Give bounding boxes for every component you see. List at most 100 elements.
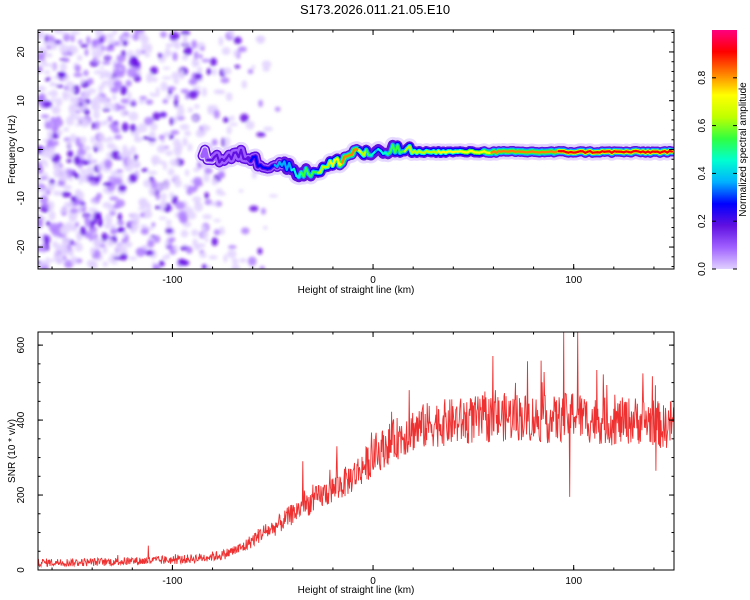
noise-blob <box>91 122 96 130</box>
noise-blob <box>114 134 123 140</box>
colorbar-tick-label: 0.8 <box>697 70 708 84</box>
noise-blob <box>257 247 263 255</box>
noise-blob <box>144 116 154 126</box>
noise-blob <box>155 86 160 97</box>
noise-blob <box>137 32 147 40</box>
noise-blob <box>129 123 137 132</box>
noise-blob <box>104 222 112 230</box>
noise-blob <box>129 227 136 234</box>
noise-blob <box>56 115 61 121</box>
noise-blob <box>180 30 191 36</box>
y-tick-label: 600 <box>16 336 27 353</box>
noise-blob <box>193 181 204 187</box>
noise-blob <box>38 85 47 92</box>
noise-blob <box>74 221 80 228</box>
noise-blob <box>183 184 189 190</box>
noise-blob <box>109 196 119 201</box>
noise-blob <box>112 204 121 209</box>
noise-blob <box>70 256 78 265</box>
noise-blob <box>40 260 46 267</box>
noise-blob <box>121 64 126 75</box>
noise-blob <box>69 207 79 214</box>
noise-blob <box>107 191 115 195</box>
noise-blob <box>90 98 98 109</box>
noise-blob <box>130 160 141 169</box>
noise-blob <box>218 36 224 46</box>
noise-blob <box>165 150 173 156</box>
noise-blob <box>206 265 213 269</box>
noise-blob <box>86 78 94 85</box>
noise-blob <box>82 91 91 96</box>
noise-blob <box>53 171 61 178</box>
noise-blob <box>179 73 185 80</box>
noise-blob <box>157 52 163 59</box>
noise-blob <box>152 112 161 121</box>
noise-blob <box>194 72 203 81</box>
noise-blob <box>222 117 230 123</box>
noise-blob <box>158 260 165 267</box>
noise-blob <box>38 232 42 241</box>
noise-blob <box>120 98 129 104</box>
noise-blob <box>40 114 50 119</box>
noise-blob <box>130 212 140 222</box>
noise-blob <box>88 226 98 234</box>
y-tick-label: 200 <box>16 486 27 503</box>
noise-blob <box>143 179 152 188</box>
noise-blob <box>102 182 112 187</box>
noise-blob <box>204 238 209 243</box>
noise-blob <box>76 54 83 62</box>
noise-blob <box>128 256 138 261</box>
ridge-segment <box>396 144 402 154</box>
noise-blob <box>49 258 55 263</box>
noise-blob <box>238 189 244 193</box>
noise-blob <box>192 61 201 66</box>
noise-blob <box>134 133 139 142</box>
noise-blob <box>93 109 100 120</box>
noise-blob <box>172 147 180 152</box>
noise-blob <box>128 111 139 122</box>
ridge-segment <box>341 155 346 165</box>
noise-blob <box>192 196 202 203</box>
noise-blob <box>83 69 89 77</box>
noise-blob <box>126 157 133 168</box>
noise-blob <box>50 116 57 125</box>
y-tick-label: 20 <box>16 46 27 58</box>
noise-blob <box>51 226 61 236</box>
noise-blob <box>118 105 126 110</box>
noise-blob <box>76 149 87 156</box>
noise-blob <box>195 129 205 138</box>
noise-blob <box>179 214 188 224</box>
noise-blob <box>212 68 217 76</box>
noise-blob <box>177 258 187 266</box>
noise-blob <box>47 200 55 211</box>
noise-blob <box>194 201 201 205</box>
noise-blob <box>38 30 44 39</box>
noise-blob <box>105 45 115 52</box>
noise-blob <box>110 170 119 178</box>
noise-blob <box>226 126 232 135</box>
noise-blob <box>149 122 158 131</box>
noise-blob <box>129 145 137 155</box>
noise-blob <box>169 117 174 126</box>
y-tick-label: 0 <box>16 567 27 573</box>
noise-blob <box>213 109 220 119</box>
noise-blob <box>93 214 102 220</box>
noise-blob <box>90 200 97 204</box>
x-tick-label: -100 <box>162 576 182 587</box>
ridge-band <box>194 136 674 186</box>
ridge-segment <box>239 148 245 160</box>
noise-blob <box>173 116 178 124</box>
noise-blob <box>84 109 90 116</box>
noise-blob <box>45 52 53 58</box>
noise-blob <box>84 231 90 239</box>
noise-blob <box>56 129 63 136</box>
noise-blob <box>162 66 171 70</box>
noise-blob <box>96 44 102 53</box>
noise-blob <box>65 116 75 126</box>
noise-blob <box>117 220 125 226</box>
noise-blob <box>161 76 172 80</box>
snr-series <box>38 332 674 568</box>
noise-blob <box>225 92 233 102</box>
noise-blob <box>170 130 180 135</box>
noise-blob <box>118 153 128 158</box>
